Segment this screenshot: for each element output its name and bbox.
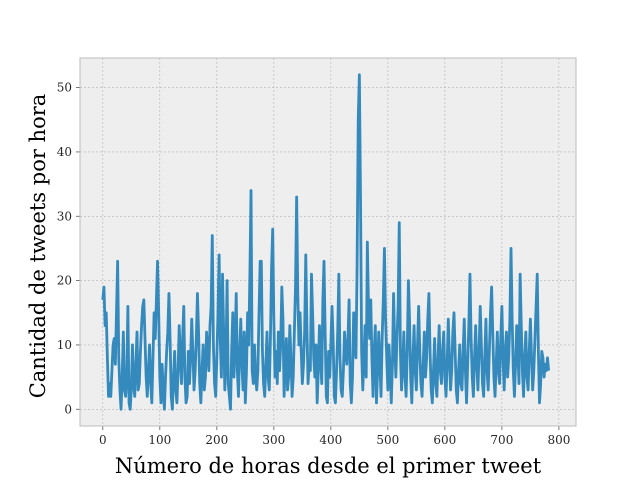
y-tick-label: 10 (57, 338, 72, 352)
y-tick-label: 30 (57, 209, 72, 223)
series-line (101, 73, 551, 411)
axis-ticks: 0 100 200 300 400 500 600 700 800 0 10 20 30 40 50 (57, 81, 571, 447)
y-axis-label: Cantidad de tweets por hora (26, 94, 50, 399)
plot-frame (79, 57, 577, 427)
x-tick-label: 700 (490, 433, 513, 447)
x-tick-label: 100 (148, 433, 171, 447)
x-tick-label: 0 (99, 433, 107, 447)
x-tick-label: 800 (547, 433, 570, 447)
x-tick-label: 600 (433, 433, 456, 447)
y-tick-label: 40 (57, 145, 72, 159)
y-tick-label: 50 (57, 81, 72, 95)
x-tick-label: 300 (262, 433, 285, 447)
y-tick-label: 20 (57, 274, 72, 288)
x-tick-label: 400 (319, 433, 342, 447)
x-tick-label: 500 (376, 433, 399, 447)
x-axis-label: Número de horas desde el primer tweet (115, 454, 542, 478)
y-tick-label: 0 (64, 402, 72, 416)
x-tick-label: 200 (205, 433, 228, 447)
